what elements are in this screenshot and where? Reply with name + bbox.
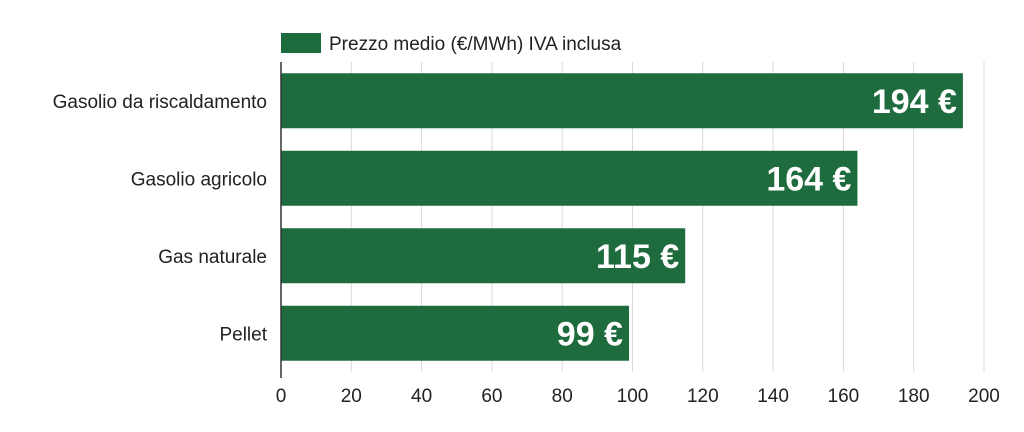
category-label: Gasolio agricolo bbox=[131, 169, 267, 190]
bar-value-label: 99 € bbox=[557, 315, 623, 353]
category-label: Gas naturale bbox=[158, 247, 267, 268]
bar bbox=[281, 305, 629, 361]
legend: Prezzo medio (€/MWh) IVA inclusa bbox=[281, 33, 622, 55]
bar-value-label: 115 € bbox=[596, 238, 679, 276]
x-tick-label: 180 bbox=[898, 386, 930, 407]
x-tick-label: 60 bbox=[481, 386, 502, 407]
bar bbox=[281, 73, 963, 129]
legend-label: Prezzo medio (€/MWh) IVA inclusa bbox=[329, 34, 622, 55]
x-axis: 0 20 40 60 80 100 120 140 160 180 200 bbox=[276, 62, 1000, 407]
x-tick-label: 160 bbox=[828, 386, 860, 407]
x-tick-label: 40 bbox=[411, 386, 432, 407]
x-tick-label: 200 bbox=[968, 386, 1000, 407]
category-label: Pellet bbox=[219, 324, 267, 345]
x-tick-label: 80 bbox=[552, 386, 573, 407]
x-tick-label: 140 bbox=[757, 386, 789, 407]
category-label: Gasolio da riscaldamento bbox=[53, 92, 267, 113]
x-tick-label: 100 bbox=[617, 386, 649, 407]
legend-swatch bbox=[281, 33, 321, 53]
bar-value-label: 164 € bbox=[766, 160, 851, 198]
bar bbox=[281, 228, 686, 284]
x-tick-label: 20 bbox=[341, 386, 362, 407]
bar bbox=[281, 150, 858, 206]
category-labels: Gasolio da riscaldamento Gasolio agricolo… bbox=[53, 92, 268, 346]
bar-value-label: 194 € bbox=[872, 83, 957, 121]
x-tick-label: 0 bbox=[276, 386, 287, 407]
x-tick-label: 120 bbox=[687, 386, 719, 407]
bars: 194 € 164 € 115 € 99 € bbox=[281, 73, 963, 361]
